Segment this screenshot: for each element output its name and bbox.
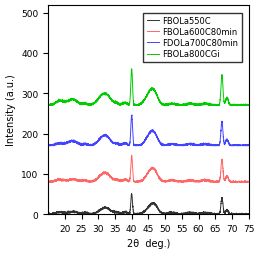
- FBOLa550C: [134, 212, 137, 215]
- FBOLa600C80min: [132, 180, 135, 183]
- FBOLa800CGi: [234, 104, 237, 107]
- FBOLa550C: [132, 212, 135, 215]
- FBOLa600C80min: [195, 180, 198, 183]
- FBOLa600C80min: [250, 180, 254, 183]
- FBOLa800CGi: [47, 104, 50, 107]
- Y-axis label: Intensity (a.u.): Intensity (a.u.): [5, 74, 16, 146]
- FBOLa800CGi: [132, 104, 135, 107]
- FBOLa600C80min: [244, 180, 248, 183]
- FDOLa700C80min: [130, 114, 133, 117]
- Line: FBOLa600C80min: FBOLa600C80min: [48, 155, 252, 182]
- FBOLa800CGi: [130, 68, 133, 71]
- FDOLa700C80min: [144, 138, 147, 141]
- Line: FDOLa700C80min: FDOLa700C80min: [48, 116, 252, 146]
- FBOLa550C: [234, 212, 237, 215]
- FDOLa700C80min: [47, 145, 50, 148]
- FDOLa700C80min: [250, 145, 254, 148]
- FBOLa550C: [195, 212, 198, 215]
- FBOLa550C: [144, 210, 147, 213]
- Line: FBOLa550C: FBOLa550C: [48, 194, 252, 214]
- FBOLa800CGi: [134, 104, 137, 107]
- FBOLa550C: [47, 213, 50, 216]
- X-axis label: 2θ  deg.): 2θ deg.): [127, 239, 170, 248]
- FBOLa600C80min: [144, 176, 147, 179]
- FDOLa700C80min: [195, 144, 198, 147]
- FBOLa800CGi: [47, 104, 50, 107]
- FDOLa700C80min: [132, 143, 135, 146]
- FBOLa600C80min: [134, 180, 137, 183]
- FBOLa600C80min: [47, 180, 50, 183]
- FDOLa700C80min: [234, 144, 237, 147]
- FBOLa600C80min: [234, 180, 237, 183]
- FBOLa800CGi: [195, 103, 198, 106]
- Legend: FBOLa550C, FBOLa600C80min, FDOLa700C80min, FBOLa800CGi: FBOLa550C, FBOLa600C80min, FDOLa700C80mi…: [143, 14, 242, 62]
- FBOLa550C: [130, 193, 133, 196]
- Line: FBOLa800CGi: FBOLa800CGi: [48, 69, 252, 106]
- FDOLa700C80min: [244, 144, 247, 147]
- FBOLa550C: [250, 212, 254, 215]
- FDOLa700C80min: [134, 144, 137, 147]
- FBOLa600C80min: [130, 154, 133, 157]
- FBOLa800CGi: [144, 98, 147, 101]
- FBOLa550C: [244, 212, 247, 215]
- FBOLa800CGi: [250, 104, 254, 107]
- FBOLa800CGi: [244, 103, 248, 106]
- FBOLa600C80min: [47, 181, 50, 184]
